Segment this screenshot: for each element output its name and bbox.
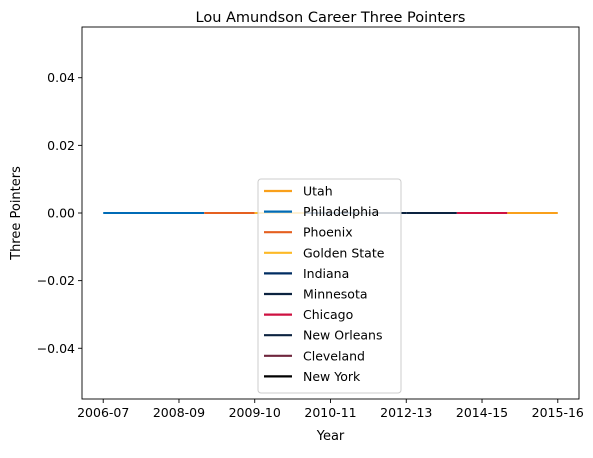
legend-label: Chicago [303,307,353,322]
chart-title: Lou Amundson Career Three Pointers [196,10,466,26]
x-tick-label: 2014-15 [456,405,508,420]
x-tick-label: 2008-09 [153,405,205,420]
y-tick-label: 0.04 [47,70,75,85]
x-tick-label: 2010-11 [304,405,356,420]
x-axis-label: Year [316,429,345,444]
y-axis-label: Three Pointers [9,166,24,261]
legend-label: Indiana [303,266,349,281]
legend-label: Phoenix [303,225,353,240]
x-axis-ticks: 2006-07 2008-09 2009-10 2010-11 2012-13 2014-… [77,399,584,420]
x-tick-label: 2012-13 [380,405,432,420]
x-tick-label: 2009-10 [229,405,281,420]
y-tick-label: −0.04 [37,341,75,356]
y-axis-ticks: −0.04 −0.02 0.00 0.02 0.04 [37,70,82,356]
y-tick-label: 0.00 [47,206,75,221]
legend-label: Philadelphia [303,204,379,219]
legend-box [257,178,402,394]
y-tick-label: 0.02 [47,138,75,153]
legend-label: Golden State [303,245,385,260]
y-tick-label: −0.02 [37,273,75,288]
x-tick-label: 2006-07 [77,405,129,420]
legend-label: Minnesota [303,287,368,302]
legend-label: Utah [303,184,333,199]
legend-label: Cleveland [303,348,365,363]
x-tick-label: 2015-16 [532,405,584,420]
legend: Utah Philadelphia Phoenix Golden State India… [257,178,402,394]
legend-label: New Orleans [303,328,382,343]
legend-label: New York [303,369,361,384]
